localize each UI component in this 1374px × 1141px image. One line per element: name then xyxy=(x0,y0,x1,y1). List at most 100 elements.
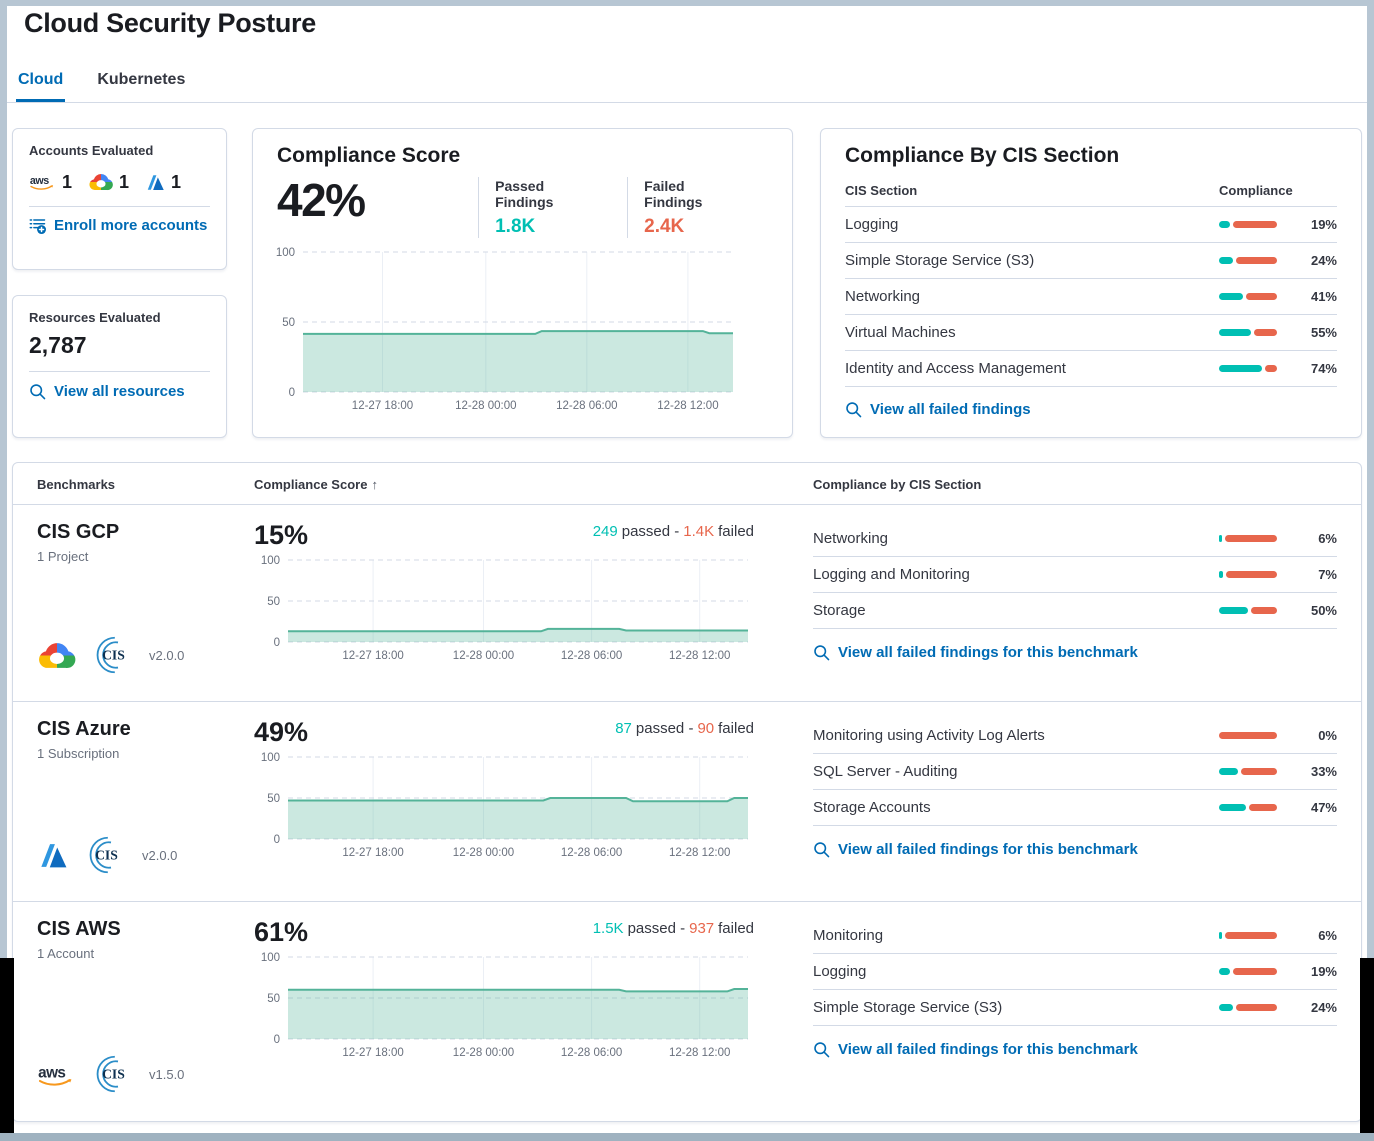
svg-text:100: 100 xyxy=(261,555,280,567)
compliance-bar-failed xyxy=(1226,571,1277,578)
aws-icon: aws xyxy=(38,1064,72,1086)
cis-section-name: Simple Storage Service (S3) xyxy=(845,252,1035,269)
cis-logo-icon: CIS xyxy=(96,1055,125,1093)
view-all-resources-label: View all resources xyxy=(54,383,185,400)
benchmark-name: CIS AWS xyxy=(37,918,121,940)
view-all-failed-findings-link[interactable]: View all failed findings xyxy=(845,401,1031,418)
cis-section-row: Logging and Monitoring 7% xyxy=(813,557,1337,593)
tab-kubernetes[interactable]: Kubernetes xyxy=(95,71,187,102)
svg-text:CIS: CIS xyxy=(102,1067,125,1082)
benchmarks-table: Benchmarks Compliance Score ↑ Compliance … xyxy=(12,462,1362,1122)
compliance-score-value: 42% xyxy=(277,174,366,226)
benchmark-score-cell: 49% 87 passed - 90 failed 0 50 100 12-27 18… xyxy=(254,718,801,901)
svg-text:12-27 18:00: 12-27 18:00 xyxy=(342,650,403,662)
passed-count: 249 xyxy=(592,523,618,540)
passed-failed-summary: 1.5K passed - 937 failed xyxy=(593,920,754,937)
cis-logo-icon: CIS xyxy=(96,636,125,674)
compliance-bar xyxy=(1219,571,1277,578)
svg-text:100: 100 xyxy=(261,952,280,964)
compliance-score-column-header[interactable]: Compliance Score ↑ xyxy=(254,477,801,492)
svg-text:12-27 18:00: 12-27 18:00 xyxy=(352,400,413,412)
compliance-percent: 41% xyxy=(1310,289,1337,304)
compliance-bar xyxy=(1219,329,1277,336)
view-failed-findings-benchmark-link[interactable]: View all failed findings for this benchm… xyxy=(813,841,1138,858)
svg-text:50: 50 xyxy=(267,793,280,805)
passed-findings-stat: Passed Findings 1.8K xyxy=(478,177,601,238)
compliance-bar xyxy=(1219,968,1277,975)
benchmark-score-cell: 61% 1.5K passed - 937 failed 0 50 100 12-27… xyxy=(254,918,801,1120)
cis-section-row: Logging 19% xyxy=(813,954,1337,990)
failed-findings-stat: Failed Findings 2.4K xyxy=(627,177,742,238)
benchmark-row-cis-gcp: CIS GCP 1 Project xyxy=(13,504,1361,701)
compliance-bar xyxy=(1219,932,1277,939)
compliance-bar-failed xyxy=(1225,535,1277,542)
benchmark-info: CIS GCP 1 Project xyxy=(37,521,254,701)
cis-section-table-header: CIS Section Compliance xyxy=(845,175,1337,207)
tab-cloud[interactable]: Cloud xyxy=(16,71,66,102)
svg-text:12-27 18:00: 12-27 18:00 xyxy=(342,1047,403,1059)
compliance-percent: 24% xyxy=(1310,1000,1337,1015)
compliance-bar-failed xyxy=(1249,804,1277,811)
compliance-percent: 19% xyxy=(1310,217,1337,232)
benchmark-subtitle: 1 Account xyxy=(37,946,95,961)
svg-text:12-28 00:00: 12-28 00:00 xyxy=(453,847,514,859)
failed-findings-label: Failed Findings xyxy=(644,178,703,210)
cis-logo-icon: CIS xyxy=(89,836,118,874)
cis-section-row: Storage Accounts 47% xyxy=(813,790,1337,826)
view-failed-findings-benchmark-link[interactable]: View all failed findings for this benchm… xyxy=(813,1041,1138,1058)
cis-aws-score-chart: 0 50 100 12-27 18:00 12-28 00:00 12-28 06:00 1… xyxy=(261,952,748,1059)
svg-text:12-28 06:00: 12-28 06:00 xyxy=(556,400,617,412)
svg-text:12-28 06:00: 12-28 06:00 xyxy=(561,847,622,859)
enroll-more-accounts-link[interactable]: Enroll more accounts xyxy=(29,217,207,234)
compliance-score-summary: 42% Passed Findings 1.8K Failed Findings… xyxy=(277,177,768,238)
compliance-bar-failed xyxy=(1245,293,1277,300)
compliance-percent: 47% xyxy=(1310,800,1337,815)
gcp-accounts: 1 xyxy=(88,172,129,193)
compliance-bar-passed xyxy=(1219,968,1231,975)
cis-section-row: Logging 19% xyxy=(845,207,1337,243)
failed-count: 1.4K xyxy=(683,523,715,540)
view-failed-findings-benchmark-link[interactable]: View all failed findings for this benchm… xyxy=(813,644,1138,661)
compliance-bar-passed xyxy=(1219,607,1248,614)
compliance-bar xyxy=(1219,607,1277,614)
benchmark-subtitle: 1 Subscription xyxy=(37,746,120,761)
svg-text:aws: aws xyxy=(38,1064,65,1081)
svg-text:100: 100 xyxy=(276,247,295,259)
compliance-bar-failed xyxy=(1235,257,1277,264)
aws-account-count: 1 xyxy=(62,171,73,192)
search-icon xyxy=(814,842,830,858)
compliance-bar xyxy=(1219,221,1277,228)
window-frame-right xyxy=(1367,0,1374,958)
compliance-percent: 6% xyxy=(1318,928,1337,943)
benchmark-score-cell: 15% 249 passed - 1.4K failed 0 50 100 12-27… xyxy=(254,521,801,701)
svg-text:12-28 00:00: 12-28 00:00 xyxy=(455,400,516,412)
passed-failed-summary: 87 passed - 90 failed xyxy=(615,720,754,737)
failed-text: failed xyxy=(718,920,754,937)
desktop-background-right xyxy=(1360,958,1374,1133)
compliance-bar-passed xyxy=(1219,257,1233,264)
window-bottom-edge xyxy=(0,1133,1374,1141)
compliance-percent: 0% xyxy=(1318,728,1337,743)
compliance-bar-passed xyxy=(1219,535,1223,542)
cis-section-row: Networking 6% xyxy=(813,521,1337,557)
desktop-background-left xyxy=(0,958,14,1133)
divider xyxy=(29,206,210,207)
cis-section-row: Simple Storage Service (S3) 24% xyxy=(845,243,1337,279)
window-frame-top xyxy=(0,0,1374,6)
cis-section-name: Identity and Access Management xyxy=(845,360,1066,377)
page-title: Cloud Security Posture xyxy=(24,8,316,38)
cis-section-name: Logging and Monitoring xyxy=(813,566,970,583)
compliance-bar-passed xyxy=(1219,1004,1233,1011)
view-failed-findings-benchmark-label: View all failed findings for this benchm… xyxy=(838,841,1138,858)
compliance-bar xyxy=(1219,1004,1277,1011)
benchmark-info: CIS AWS 1 Account aws CIS v1.5.0 xyxy=(37,918,254,1120)
compliance-bar-failed xyxy=(1253,329,1277,336)
cis-section-name: Storage xyxy=(813,602,866,619)
azure-account-count: 1 xyxy=(171,171,182,192)
compliance-bar-failed xyxy=(1264,365,1277,372)
accounts-evaluated-title: Accounts Evaluated xyxy=(29,143,154,158)
compliance-bar xyxy=(1219,365,1277,372)
view-all-resources-link[interactable]: View all resources xyxy=(29,383,185,400)
compliance-bar-failed xyxy=(1225,932,1277,939)
